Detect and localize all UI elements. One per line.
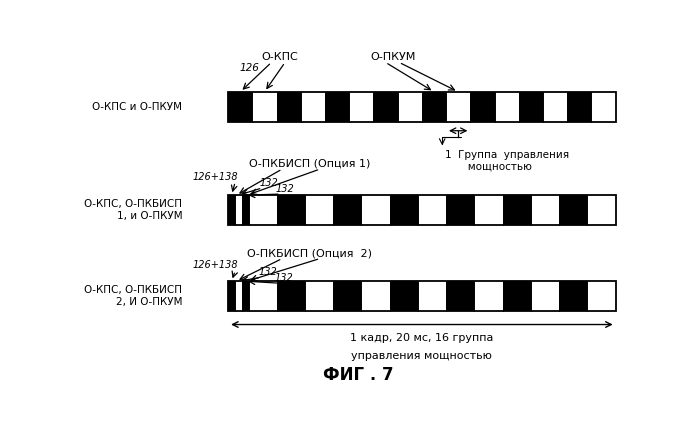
Bar	[446, 195, 475, 225]
Bar	[228, 92, 616, 122]
Text: О-КПС и О-ПКУМ: О-КПС и О-ПКУМ	[92, 102, 182, 112]
Bar	[567, 92, 591, 122]
Bar	[390, 195, 418, 225]
Text: 132: 132	[259, 178, 278, 188]
Bar	[228, 281, 235, 312]
Text: 132: 132	[274, 273, 293, 283]
Text: О-ПКУМ: О-ПКУМ	[370, 52, 416, 62]
Text: 1 кадр, 20 мс, 16 группа: 1 кадр, 20 мс, 16 группа	[350, 333, 493, 343]
Text: управления мощностью: управления мощностью	[351, 351, 492, 361]
Bar	[228, 281, 616, 312]
Text: О-КПС, О-ПКБИСП
2, И О-ПКУМ: О-КПС, О-ПКБИСП 2, И О-ПКУМ	[84, 286, 182, 307]
Bar	[325, 92, 350, 122]
Bar	[277, 92, 301, 122]
Bar	[228, 281, 616, 312]
Bar	[228, 195, 235, 225]
Bar	[242, 281, 249, 312]
Bar	[390, 281, 418, 312]
Text: ФИГ . 7: ФИГ . 7	[323, 366, 394, 384]
Bar	[503, 281, 531, 312]
Bar	[277, 281, 305, 312]
Bar	[559, 281, 587, 312]
Text: 1  Группа  управления
       мощностью: 1 Группа управления мощностью	[445, 150, 569, 172]
Bar	[277, 195, 305, 225]
Bar	[519, 92, 543, 122]
Bar	[373, 92, 398, 122]
Bar	[242, 195, 249, 225]
Text: О-КПС, О-ПКБИСП
1, и О-ПКУМ: О-КПС, О-ПКБИСП 1, и О-ПКУМ	[84, 199, 182, 221]
Bar	[228, 195, 616, 225]
Text: 132: 132	[259, 267, 278, 277]
Text: О-КПС: О-КПС	[261, 52, 298, 62]
Bar	[422, 92, 446, 122]
Bar	[559, 195, 587, 225]
Text: О-ПКБИСП (Опция  2): О-ПКБИСП (Опция 2)	[247, 249, 372, 258]
Bar	[333, 281, 361, 312]
Bar	[228, 92, 616, 122]
Bar	[470, 92, 494, 122]
Text: 126: 126	[239, 63, 259, 72]
Text: 126+138: 126+138	[192, 172, 238, 181]
Bar	[446, 281, 475, 312]
Text: О-ПКБИСП (Опция 1): О-ПКБИСП (Опция 1)	[249, 159, 370, 169]
Bar	[228, 195, 616, 225]
Text: 132: 132	[275, 184, 294, 194]
Bar	[503, 195, 531, 225]
Text: 126+138: 126+138	[192, 261, 238, 270]
Bar	[228, 92, 252, 122]
Bar	[333, 195, 361, 225]
